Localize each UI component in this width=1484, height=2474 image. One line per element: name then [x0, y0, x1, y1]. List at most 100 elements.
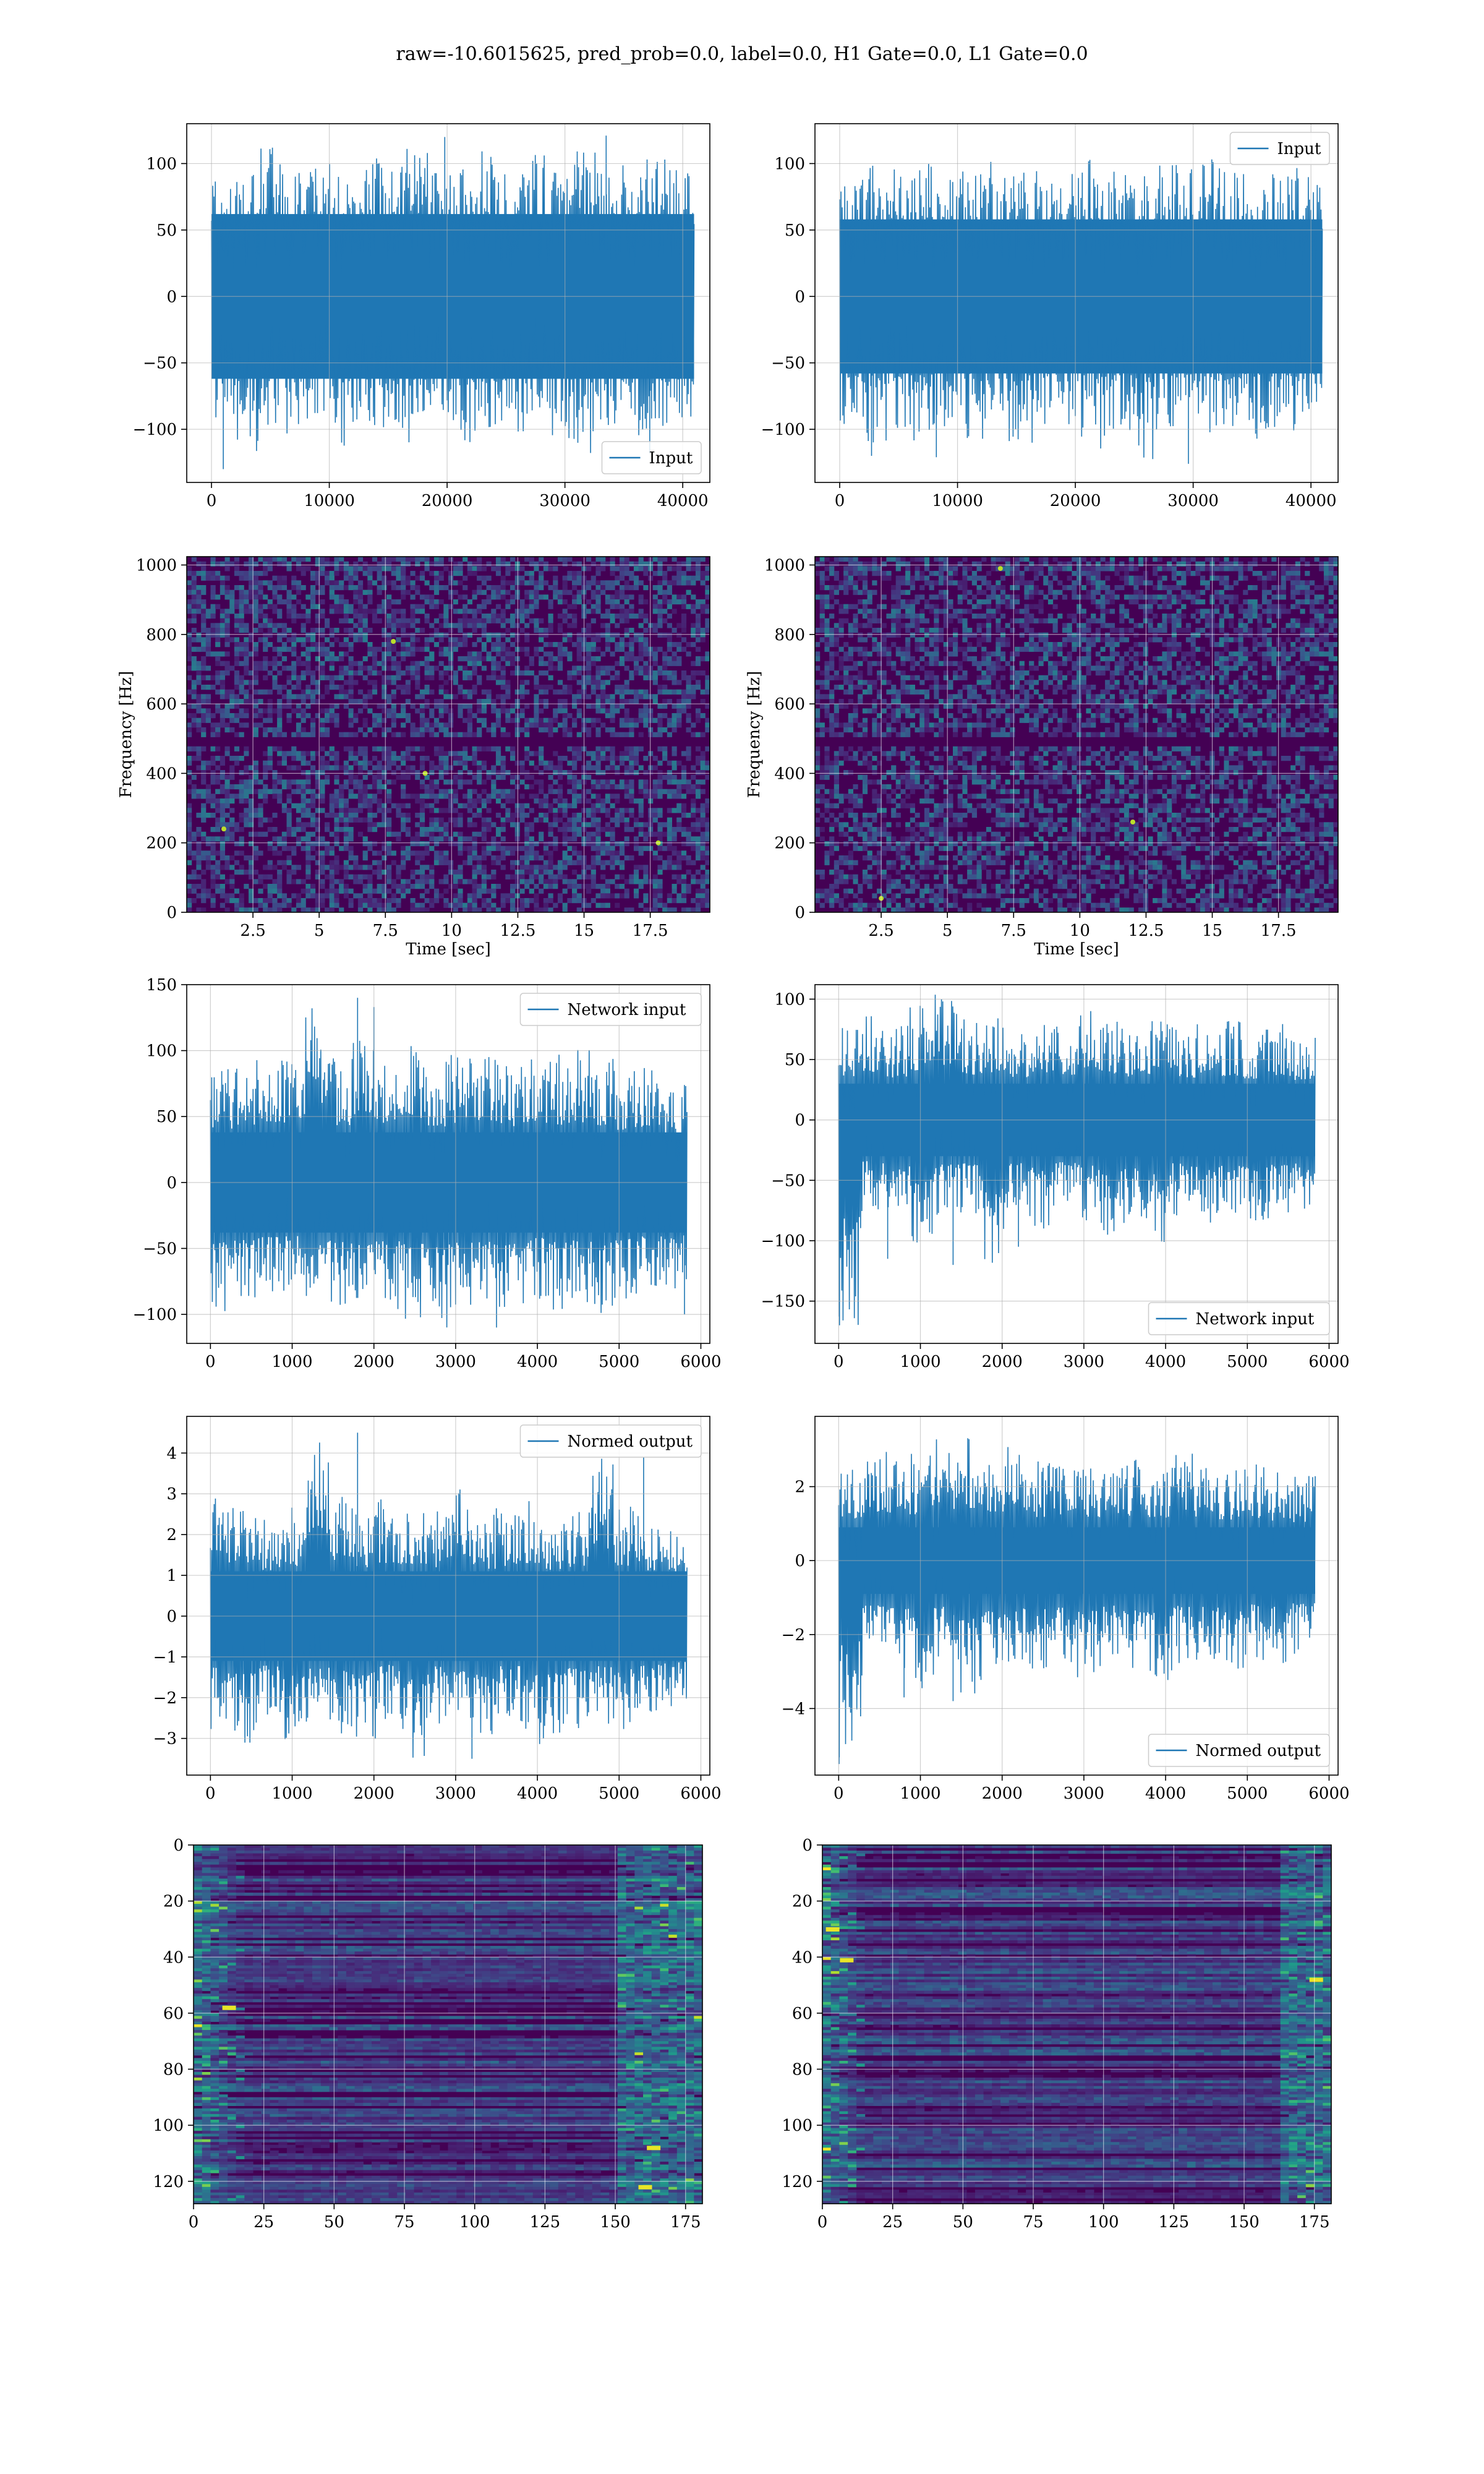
l1-feature-map-ytick-label: 80 — [792, 2061, 812, 2079]
h1-input-ytick-label: −100 — [133, 421, 177, 439]
l1-network-input-xtick-label: 3000 — [1064, 1353, 1104, 1371]
h1-network-input-legend-label: Network input — [568, 1001, 686, 1019]
l1-input-series-line — [839, 159, 1323, 464]
h1-network-input-ytick-label: 150 — [146, 976, 177, 995]
l1-normed-output-xtick-label: 1000 — [900, 1784, 940, 1803]
l1-spectrogram-panel: 2.5 5 7.5 10 12.5 15 17.5 0 200 400 600 800 1000 Time… — [745, 556, 1339, 959]
h1-feature-map-xtick-label: 175 — [670, 2213, 701, 2232]
l1-feature-map-hot-spot — [840, 1958, 854, 1963]
l1-feature-map-ytick-label: 0 — [802, 1836, 812, 1855]
l1-input-xtick-label: 40000 — [1286, 492, 1337, 510]
l1-network-input-xtick-label: 2000 — [982, 1353, 1023, 1371]
h1-normed-output-axes-frame — [186, 1416, 710, 1776]
h1-input-ytick-label: 50 — [156, 221, 177, 240]
l1-input-ytick-label: −100 — [761, 421, 805, 439]
l1-network-input-ytick-label: 0 — [795, 1111, 805, 1130]
h1-spectrogram-xtick-label: 7.5 — [373, 922, 398, 940]
h1-spectrogram-panel: 2.5 5 7.5 10 12.5 15 17.5 0 200 400 600 800 1000 Time… — [117, 556, 710, 959]
l1-spectrogram-ytick-label: 400 — [774, 764, 805, 783]
h1-input-legend: Input — [601, 441, 702, 474]
h1-normed-output-xtick-label: 1000 — [271, 1784, 312, 1803]
h1-normed-output-ytick-label: −1 — [153, 1648, 177, 1667]
h1-network-input-xtick-label: 1000 — [271, 1353, 312, 1371]
l1-network-input-ytick-label: −150 — [761, 1293, 805, 1311]
l1-normed-output-xtick-label: 0 — [834, 1784, 844, 1803]
h1-feature-map-xtick-label: 0 — [189, 2213, 199, 2232]
l1-feature-map-ytick-label: 60 — [792, 2005, 812, 2023]
h1-spectrogram-hot-spot — [391, 639, 396, 644]
l1-spectrogram-xlabel: Time [sec] — [1034, 940, 1119, 959]
h1-spectrogram-ytick-label: 600 — [146, 695, 177, 714]
h1-feature-map-xtick-label: 100 — [459, 2213, 490, 2232]
l1-network-input-ytick-label: −50 — [771, 1171, 805, 1190]
h1-spectrogram-ylabel: Frequency [Hz] — [117, 671, 135, 798]
l1-spectrogram-xtick-label: 2.5 — [868, 922, 893, 940]
l1-input-xtick-label: 30000 — [1167, 492, 1219, 510]
h1-feature-map-xtick-label: 125 — [530, 2213, 561, 2232]
l1-spectrogram-ylabel: Frequency [Hz] — [745, 671, 764, 798]
h1-network-input-xtick-label: 0 — [205, 1353, 216, 1371]
l1-input-panel: 0 10000 20000 30000 40000 −100 −50 0 50 100 Input — [761, 123, 1339, 510]
h1-network-input-ytick-label: 0 — [166, 1174, 177, 1192]
l1-network-input-grid — [815, 985, 1338, 1343]
l1-network-input-ytick-label: 50 — [785, 1051, 805, 1069]
l1-network-input-xtick-label: 0 — [834, 1353, 844, 1371]
h1-normed-output-xtick-label: 4000 — [517, 1784, 558, 1803]
l1-feature-map-hot-spot — [1309, 1977, 1323, 1982]
l1-normed-output-axes-frame — [814, 1416, 1339, 1776]
l1-spectrogram-hot-spot — [1130, 820, 1136, 825]
l1-spectrogram-xtick-label: 10 — [1070, 922, 1090, 940]
l1-spectrogram-xtick-label: 5 — [942, 922, 953, 940]
h1-feature-map-ytick-label: 0 — [173, 1836, 184, 1855]
l1-feature-map-ytick-label: 120 — [782, 2173, 812, 2191]
h1-feature-map-ytick-label: 100 — [153, 2117, 184, 2135]
l1-spectrogram-xtick-label: 7.5 — [1001, 922, 1026, 940]
h1-network-input-grid — [187, 984, 710, 1343]
l1-network-input-xtick-label: 4000 — [1145, 1353, 1186, 1371]
h1-input-xtick-label: 10000 — [304, 492, 355, 510]
l1-feature-map-xtick-label: 175 — [1299, 2213, 1330, 2232]
h1-input-panel: 0 10000 20000 30000 40000 −100 −50 0 50 100 Input — [133, 123, 710, 510]
l1-network-input-axes-frame — [814, 984, 1339, 1344]
l1-network-input-legend: Network input — [1148, 1302, 1330, 1335]
l1-spectrogram-ytick-label: 0 — [795, 904, 805, 922]
l1-input-ytick-label: 0 — [795, 288, 805, 306]
h1-input-xtick-label: 40000 — [657, 492, 709, 510]
l1-normed-output-xtick-label: 6000 — [1308, 1784, 1349, 1803]
h1-spectrogram-xtick-label: 5 — [314, 922, 325, 940]
h1-network-input-ytick-label: 50 — [156, 1108, 177, 1126]
h1-feature-map-ytick-label: 120 — [153, 2173, 184, 2191]
l1-spectrogram-ytick-label: 200 — [774, 834, 805, 853]
l1-spectrogram-hot-spot — [997, 566, 1003, 571]
l1-network-input-xtick-label: 5000 — [1227, 1353, 1268, 1371]
h1-spectrogram-ytick-label: 800 — [146, 626, 177, 644]
h1-input-axes-frame — [186, 123, 710, 483]
l1-feature-map-xtick-label: 75 — [1023, 2213, 1043, 2232]
h1-feature-map-ytick-label: 20 — [163, 1893, 184, 1911]
l1-feature-map-hot-spot — [825, 1927, 840, 1932]
h1-input-ytick-label: 0 — [166, 288, 177, 306]
h1-spectrogram-xtick-label: 10 — [441, 922, 462, 940]
l1-normed-output-ytick-label: −2 — [782, 1626, 805, 1645]
h1-normed-output-ytick-label: 1 — [166, 1567, 177, 1585]
l1-input-xtick-label: 20000 — [1050, 492, 1101, 510]
h1-input-xtick-label: 0 — [207, 492, 217, 510]
l1-feature-map-grid — [822, 1844, 1331, 2204]
l1-network-input-ytick-label: −100 — [761, 1232, 805, 1251]
l1-normed-output-xtick-label: 4000 — [1145, 1784, 1186, 1803]
l1-feature-map-panel: 0 25 50 75 100 125 150 175 0 20 40 60 80 100 120 — [782, 1836, 1332, 2232]
h1-normed-output-xtick-label: 3000 — [435, 1784, 476, 1803]
l1-spectrogram-heatmap-cells — [815, 557, 1338, 912]
l1-input-grid — [815, 124, 1338, 482]
l1-normed-output-xtick-label: 2000 — [982, 1784, 1023, 1803]
h1-network-input-xtick-label: 2000 — [354, 1353, 394, 1371]
l1-input-ytick-label: 100 — [774, 155, 805, 173]
h1-spectrogram-hot-spot — [221, 826, 226, 832]
h1-spectrogram-heatmap-cells — [187, 557, 710, 912]
l1-normed-output-ytick-label: −4 — [782, 1700, 805, 1718]
l1-spectrogram-axes-frame — [814, 556, 1339, 913]
h1-normed-output-ytick-label: 4 — [166, 1444, 177, 1463]
l1-normed-output-series-line — [838, 1438, 1316, 1765]
l1-feature-map-heatmap-cells — [822, 1845, 1331, 2204]
l1-feature-map-xtick-label: 100 — [1088, 2213, 1119, 2232]
